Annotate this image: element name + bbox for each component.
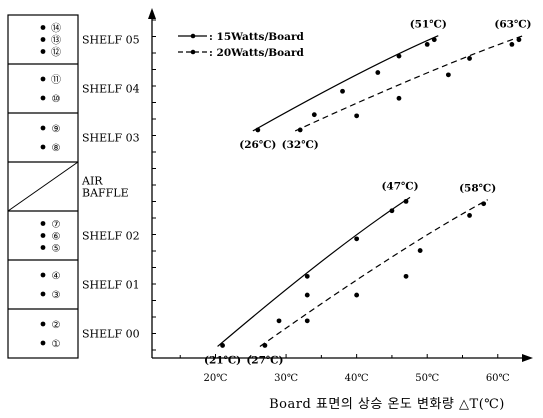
board-slot-number: ⑭ [51,23,61,35]
legend-dashed-marker [190,49,196,55]
shelf-label: SHELF 05 [82,34,140,47]
board-slot-number: ① [52,339,61,350]
y-axis-arrow [148,8,156,19]
x-tick-label: 50℃ [415,373,439,384]
board-dot [40,245,46,250]
x-tick-label: 30℃ [274,373,298,384]
shelf-label: SHELF 00 [82,328,140,341]
shelf-label: AIR BAFFLE [81,175,129,200]
chart-axes: 20℃ 30℃ 40℃ 50℃ 60℃ [148,8,533,384]
shelf-label: SHELF 02 [82,230,140,243]
series-2-point [354,113,360,119]
series-2-point [396,95,402,101]
legend-solid-marker [190,33,196,39]
board-dot [40,321,46,327]
series-1-point [304,273,310,279]
series-2-point [467,213,472,218]
series-1-point [276,318,282,324]
board-dot [40,144,46,150]
series-2-point [304,318,310,324]
series-1-point [304,292,310,298]
series-2-annotation: (27℃) [246,354,283,366]
series-2-curve [259,199,488,347]
series-1-annotation: (26℃) [239,139,276,151]
x-tick-label: 20℃ [204,373,228,384]
series-1-annotation: (51℃) [410,19,447,31]
board-dot [40,49,46,54]
shelf-label: SHELF 03 [82,132,140,145]
series-2-point [417,248,423,253]
legend-solid-label: : 15Watts/Board [209,31,304,43]
series-2-point [481,201,487,207]
series-1-point [354,236,360,242]
series-1-point [340,88,345,94]
board-dot [40,76,46,82]
series-2-point [445,72,451,78]
series-2-point [403,273,409,279]
board-slot-number: ⑤ [52,244,61,255]
x-tick-label: 40℃ [345,373,369,384]
board-dot [40,340,46,346]
series-1-annotation: (47℃) [381,180,418,192]
series-1-annotation: (21℃) [204,354,241,366]
board-slot-number: ④ [52,271,61,282]
board-dot [40,95,46,101]
x-axis-label: Board 표면의 상승 온도 변화량 △T(℃) [269,397,505,412]
series-1-point [220,343,225,348]
series-1-point [375,70,381,75]
air-baffle-diagonal [7,161,79,212]
shelf-label: SHELF 04 [82,83,140,96]
shelf-label: SHELF 01 [82,279,140,292]
board-slot-number: ⑥ [52,232,61,243]
board-dot [40,25,46,30]
board-slot-number: ⑪ [51,74,61,86]
series-1-point [424,42,430,47]
board-slot-number: ⑨ [52,124,61,135]
series-1-point [311,112,317,118]
board-slot-number: ③ [52,290,61,301]
board-slot-number: ⑫ [51,47,61,59]
series-1-point [431,37,437,43]
board-dot [40,37,46,42]
series-1-curve [217,196,411,347]
x-axis-arrow [522,354,533,362]
board-dot [40,272,46,278]
board-slot-number: ⑦ [52,220,61,231]
series-1-point [403,198,409,204]
board-slot-number: ⑧ [52,143,61,154]
series-1-point [389,208,395,214]
rack-frame [7,14,79,359]
series-2-point [297,127,303,133]
series-2-point [354,292,360,298]
legend-dashed-label: : 20Watts/Board [209,47,304,59]
board-slot-number: ⑬ [51,35,61,47]
board-slot-number: ⑩ [52,94,61,105]
board-dot [40,291,46,297]
series-2-point [262,343,268,348]
series-2-curve [294,35,524,132]
chart-legend: : 15Watts/Board : 20Watts/Board [178,31,304,59]
x-tick-label: 60℃ [486,373,510,384]
series-1-curve [252,35,439,132]
board-slot-number: ② [52,320,61,331]
series-1-point [255,127,261,133]
series-1-point [396,53,402,59]
series-2-annotation: (58℃) [459,183,496,195]
board-dot [40,233,46,238]
series-2-point [516,37,522,43]
series-2-annotation: (63℃) [494,19,531,31]
chart-plot-area: (26℃) (51℃) (21℃) (47℃) (32℃) (63℃) (27℃) (58℃) [204,19,532,367]
series-2-point [509,42,515,47]
series-2-annotation: (32℃) [282,139,319,151]
board-dot [40,221,46,226]
series-2-point [467,56,472,61]
board-dot [40,125,46,131]
